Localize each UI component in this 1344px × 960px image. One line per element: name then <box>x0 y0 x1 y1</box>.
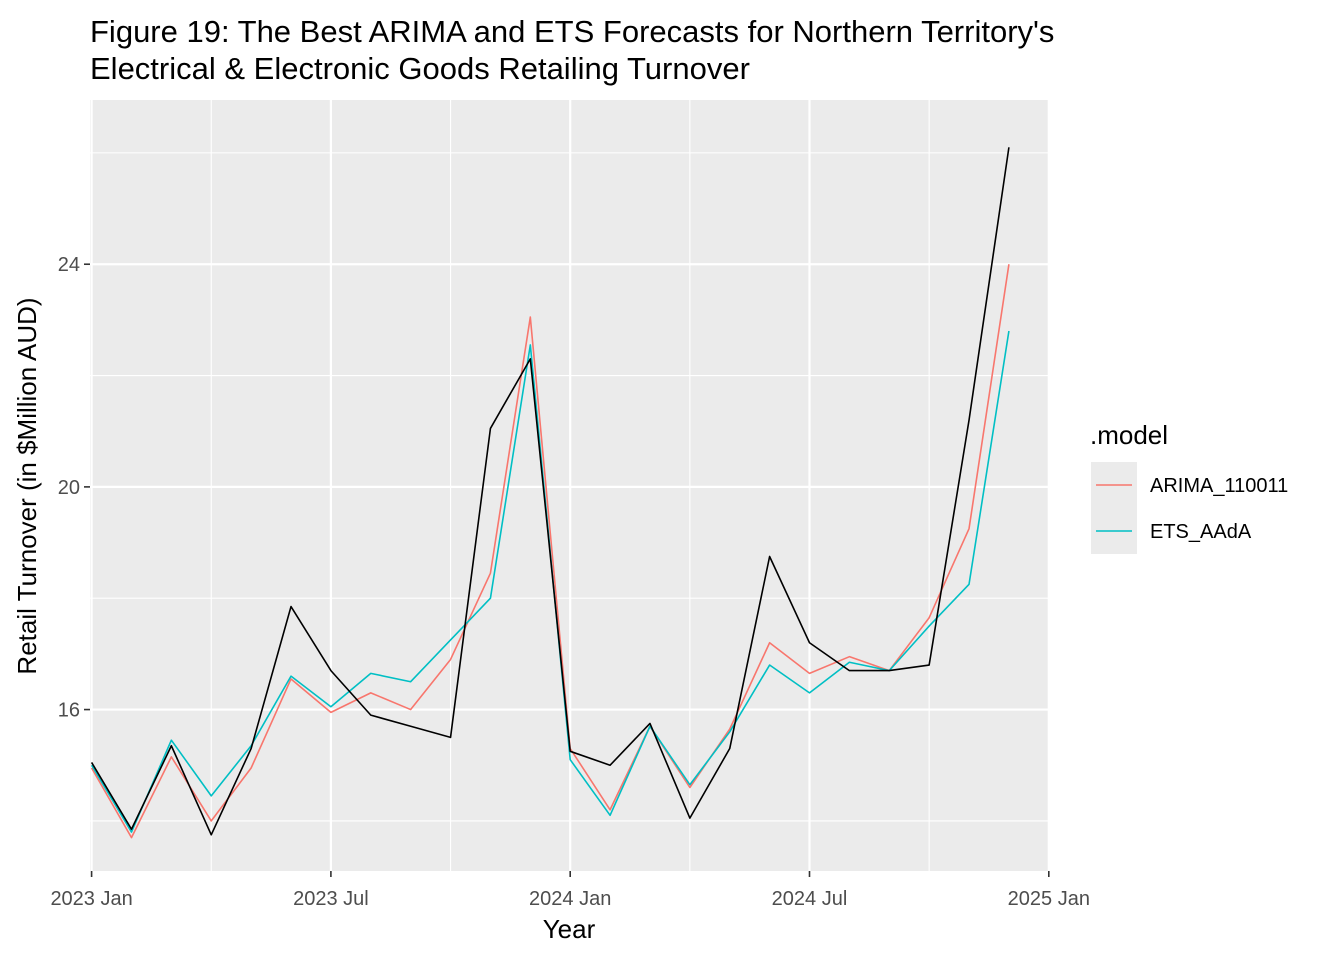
legend-label-arima-110011: ARIMA_110011 <box>1150 475 1288 497</box>
chart-title-line-1: Figure 19: The Best ARIMA and ETS Foreca… <box>90 14 1054 49</box>
x-axis-ticks: 2023 Jan 2023 Jul 2024 Jan 2024 Jul 2025 Jan <box>50 871 1090 910</box>
x-axis-label: Year <box>543 914 596 944</box>
legend: .model ARIMA_110011 ETS_AAdA <box>1090 420 1288 554</box>
series-line-actual <box>90 147 1010 836</box>
series-line-arima-110011 <box>90 264 1010 839</box>
x-tick-label: 2024 Jul <box>772 888 848 910</box>
chart-title-line-2: Electrical & Electronic Goods Retailing … <box>90 51 750 86</box>
y-tick-label: 24 <box>58 254 80 276</box>
legend-label-ets-aada: ETS_AAdA <box>1150 521 1252 543</box>
y-tick-label: 16 <box>58 700 80 722</box>
x-tick-label: 2023 Jan <box>50 888 132 910</box>
minor-gridlines <box>90 100 1048 871</box>
x-tick-label: 2023 Jul <box>293 888 369 910</box>
legend-title: .model <box>1090 420 1168 450</box>
y-axis-ticks: 16 20 24 <box>58 254 90 722</box>
x-tick-label: 2025 Jan <box>1008 888 1090 910</box>
series-lines <box>90 147 1010 839</box>
x-tick-label: 2024 Jan <box>529 888 611 910</box>
y-axis-label: Retail Turnover (in $Million AUD) <box>12 297 42 674</box>
y-tick-label: 20 <box>58 477 80 499</box>
